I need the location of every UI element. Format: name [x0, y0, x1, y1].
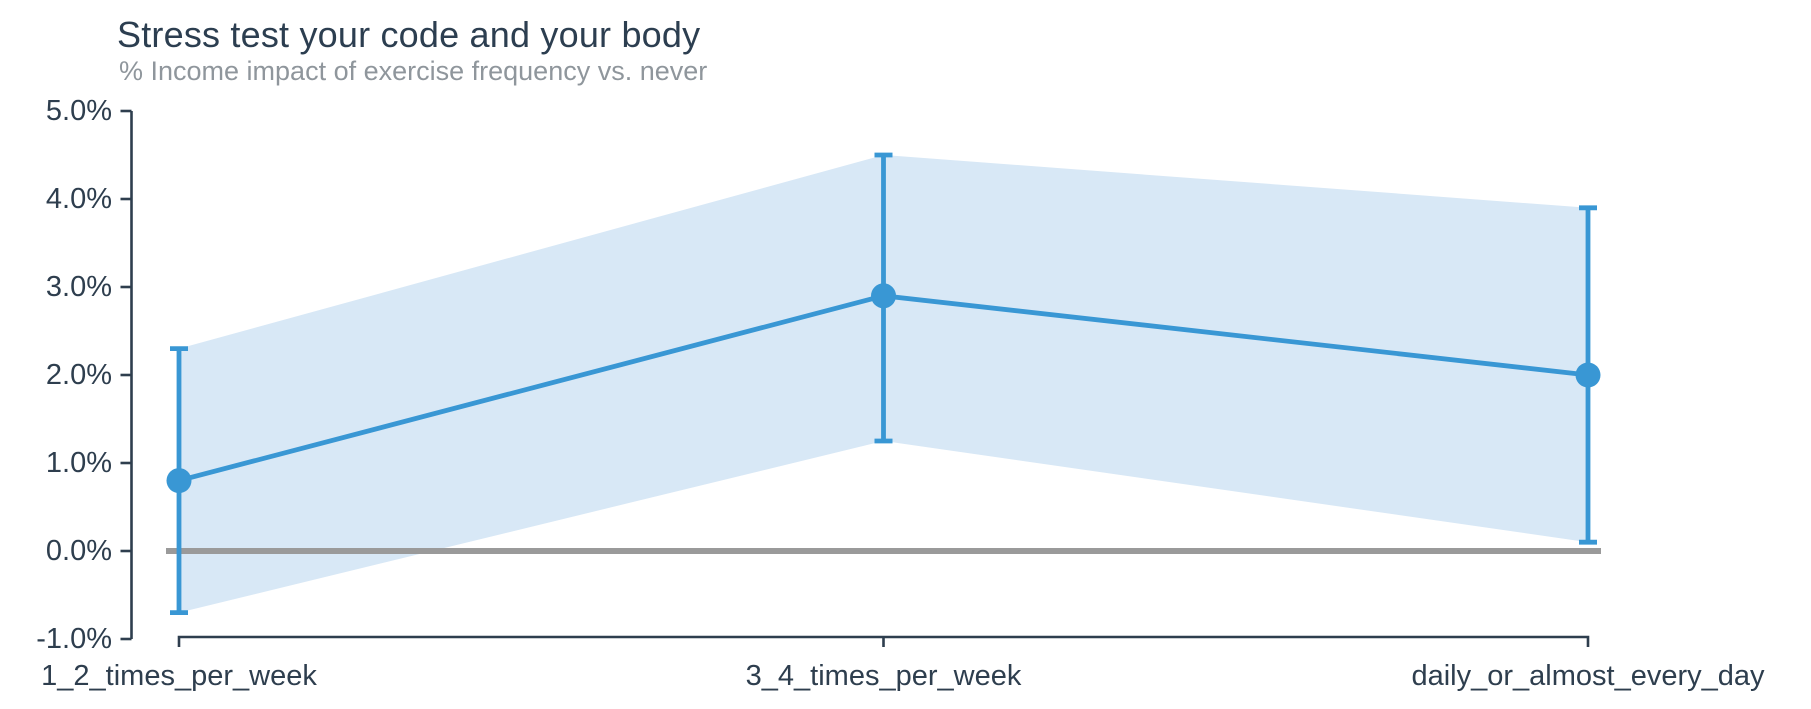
data-point [871, 283, 896, 309]
y-axis: 5.0% 4.0% 3.0% 2.0% 1.0% 0.0% -1.0% [36, 95, 133, 655]
y-tick-label: 3.0% [46, 271, 112, 303]
x-axis-label: 3_4_times_per_week [746, 660, 1022, 692]
y-tick-label: 0.0% [46, 535, 112, 567]
data-points [166, 283, 1601, 494]
y-tick-label: -1.0% [36, 623, 112, 655]
y-tick-label: 2.0% [46, 359, 112, 391]
y-tick-label: 4.0% [46, 183, 112, 215]
data-point [166, 468, 192, 494]
x-axis-label: 1_2_times_per_week [41, 660, 317, 692]
x-axis-domain [177, 635, 1590, 647]
data-point [1575, 362, 1601, 388]
chart-subtitle: % Income impact of exercise frequency vs… [119, 56, 708, 86]
y-tick-label: 5.0% [46, 95, 112, 127]
chart-title: Stress test your code and your body [117, 14, 701, 55]
x-axis: 1_2_times_per_week 3_4_times_per_week dail… [41, 635, 1765, 692]
x-axis-label: daily_or_almost_every_day [1411, 660, 1765, 692]
y-tick-label: 1.0% [46, 447, 112, 479]
